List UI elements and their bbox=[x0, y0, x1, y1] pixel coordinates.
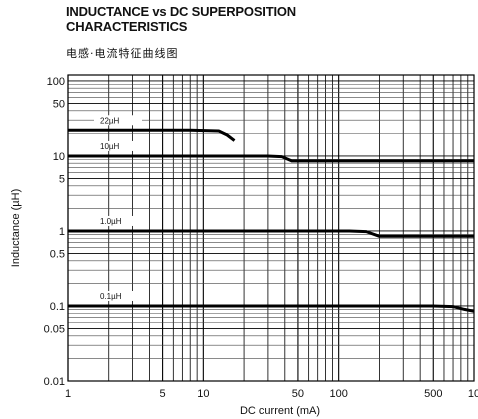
series-line bbox=[68, 304, 475, 313]
chart-title-line1: INDUCTANCE vs DC SUPERPOSITION bbox=[66, 4, 296, 19]
y-tick-label: 0.01 bbox=[44, 376, 65, 388]
series-line bbox=[68, 154, 474, 163]
x-tick-label: 10 bbox=[197, 388, 209, 400]
series-label-bg bbox=[94, 215, 142, 226]
series-label-bg bbox=[94, 140, 142, 151]
y-tick-label: 5 bbox=[59, 174, 65, 186]
y-tick-label: 0.05 bbox=[44, 324, 65, 336]
y-tick-label: 0.5 bbox=[50, 249, 65, 261]
chart-title-line2: CHARACTERISTICS bbox=[66, 19, 188, 34]
y-tick-label: 1 bbox=[59, 226, 65, 238]
chart-title: INDUCTANCE vs DC SUPERPOSITION CHARACTER… bbox=[66, 4, 296, 34]
chart-ticks: 1 5 10 50 100 500 10 100 50 10 5 1 0.5 0.1 0.05 0.01 bbox=[44, 76, 478, 400]
y-tick-label: 0.1 bbox=[50, 301, 65, 313]
x-axis-label: DC current (mA) bbox=[240, 405, 320, 417]
x-tick-label: 5 bbox=[160, 388, 166, 400]
chart-series: 22µH 10µH 1.0µH 0.1µH bbox=[68, 115, 475, 313]
x-tick-label: 500 bbox=[424, 388, 442, 400]
y-tick-label: 10 bbox=[53, 151, 65, 163]
x-tick-label: 100 bbox=[329, 388, 347, 400]
series-label: 10µH bbox=[100, 142, 120, 151]
series-label-bg bbox=[94, 290, 142, 301]
plot-frame bbox=[67, 74, 475, 382]
series-label: 1.0µH bbox=[100, 217, 122, 226]
series-label: 22µH bbox=[100, 116, 120, 125]
series-line bbox=[68, 128, 236, 142]
y-tick-label: 50 bbox=[53, 99, 65, 111]
y-axis-label: Inductance (µH) bbox=[10, 189, 22, 267]
series-line bbox=[68, 229, 474, 238]
series-label: 0.1µH bbox=[100, 292, 122, 301]
x-tick-label: 10 bbox=[468, 388, 478, 400]
chart-subtitle: 电感·电流特征曲线图 bbox=[66, 47, 179, 60]
x-tick-label: 1 bbox=[65, 388, 71, 400]
y-tick-label: 100 bbox=[47, 76, 65, 88]
x-tick-label: 50 bbox=[292, 388, 304, 400]
series-label-bg bbox=[94, 115, 142, 126]
